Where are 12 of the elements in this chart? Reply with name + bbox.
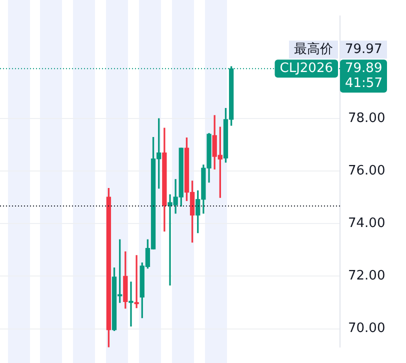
annotation: 最高价 <box>294 41 333 58</box>
y-tick-label: 70.00 <box>348 321 386 336</box>
text: 79.97 <box>345 42 382 58</box>
y-tick-label: 74.00 <box>348 216 386 231</box>
y-tick-label: 76.00 <box>348 163 386 178</box>
candlestick <box>128 282 134 326</box>
y-tick-label: 72.00 <box>348 268 386 284</box>
y-tick-label: 78.00 <box>348 110 386 126</box>
text: 41:57 <box>345 76 382 92</box>
candlestick <box>134 255 139 308</box>
text: 79.89 <box>345 61 382 76</box>
ref-line-label: CLJ2026 <box>280 61 334 76</box>
